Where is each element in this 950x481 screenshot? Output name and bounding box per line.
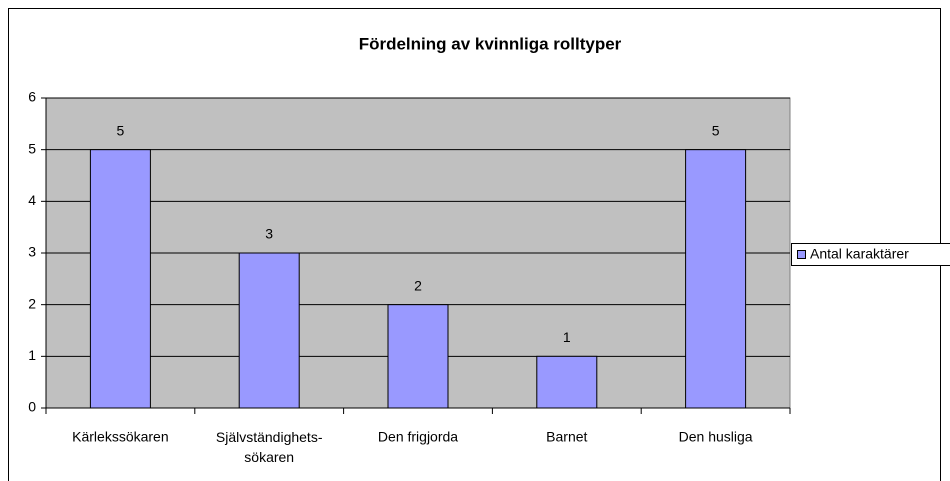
y-tick-label: 6 (28, 89, 36, 105)
y-tick-label: 2 (28, 295, 36, 311)
bar (238, 252, 300, 409)
data-label: 1 (563, 329, 571, 345)
data-label: 2 (414, 277, 422, 293)
x-tick-label: Självständighets-sökaren (216, 429, 323, 465)
x-tick-label: Den husliga (679, 429, 753, 445)
data-label: 3 (265, 226, 273, 242)
legend-label: Antal karaktärer (810, 246, 909, 262)
x-tick-label: Den frigjorda (378, 429, 458, 445)
y-tick-label: 4 (28, 192, 36, 208)
x-tick-label: Barnet (546, 429, 587, 445)
data-label: 5 (712, 122, 720, 138)
data-label: 5 (117, 122, 125, 138)
x-tick-label: Kärlekssökaren (72, 429, 169, 445)
legend-box (791, 243, 950, 266)
legend-swatch (797, 250, 806, 259)
bar (89, 149, 151, 409)
y-tick-label: 5 (28, 140, 36, 156)
y-tick-label: 3 (28, 244, 36, 260)
bar (536, 355, 598, 409)
bar (685, 149, 747, 409)
bar (387, 304, 449, 409)
y-tick-label: 1 (28, 347, 36, 363)
chart-title: Fördelning av kvinnliga rolltyper (359, 34, 622, 53)
y-tick-label: 0 (28, 399, 36, 415)
